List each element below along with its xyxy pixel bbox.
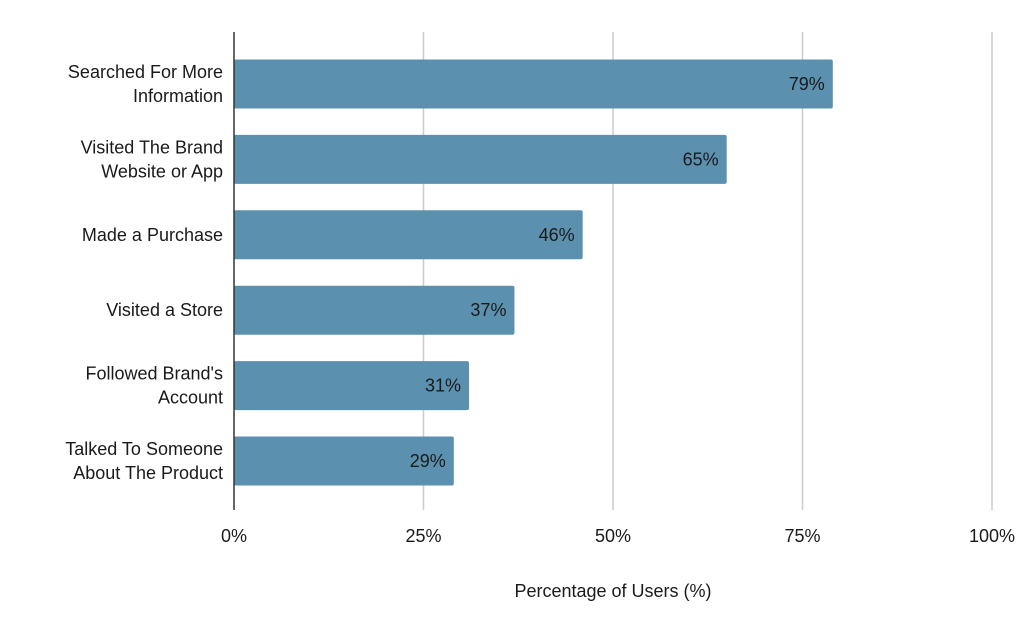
x-tick-labels: 0% 25% 50% 75% 100% (221, 526, 1015, 546)
x-tick-label-100: 100% (969, 526, 1015, 546)
x-tick-label-50: 50% (595, 526, 631, 546)
data-label-1: 65% (683, 149, 719, 169)
category-label-1: Visited The Brand Website or App (81, 137, 223, 181)
category-label-5: Talked To Someone About The Product (65, 439, 223, 483)
bar-3 (234, 285, 515, 335)
x-tick-label-0: 0% (221, 526, 247, 546)
data-label-2: 46% (539, 225, 575, 245)
bar-1 (234, 134, 727, 184)
bar-5 (234, 436, 454, 486)
category-label-4: Followed Brand's Account (85, 364, 223, 408)
category-label-3: Visited a Store (106, 300, 223, 320)
data-label-0: 79% (789, 74, 825, 94)
data-label-4: 31% (425, 376, 461, 396)
x-axis-title: Percentage of Users (%) (514, 581, 711, 601)
gridlines (422, 32, 993, 510)
category-label-2: Made a Purchase (82, 225, 223, 245)
category-labels: Searched For More Information Visited The … (65, 62, 223, 483)
bars: 79% 65% 46% 37% 31% 29% (234, 59, 833, 486)
x-tick-label-25: 25% (405, 526, 441, 546)
bar-4 (234, 361, 469, 411)
x-tick-label-75: 75% (784, 526, 820, 546)
category-label-0: Searched For More Information (68, 62, 223, 106)
bar-0 (234, 59, 833, 109)
data-label-3: 37% (470, 300, 506, 320)
data-label-5: 29% (410, 451, 446, 471)
bar-2 (234, 210, 583, 260)
